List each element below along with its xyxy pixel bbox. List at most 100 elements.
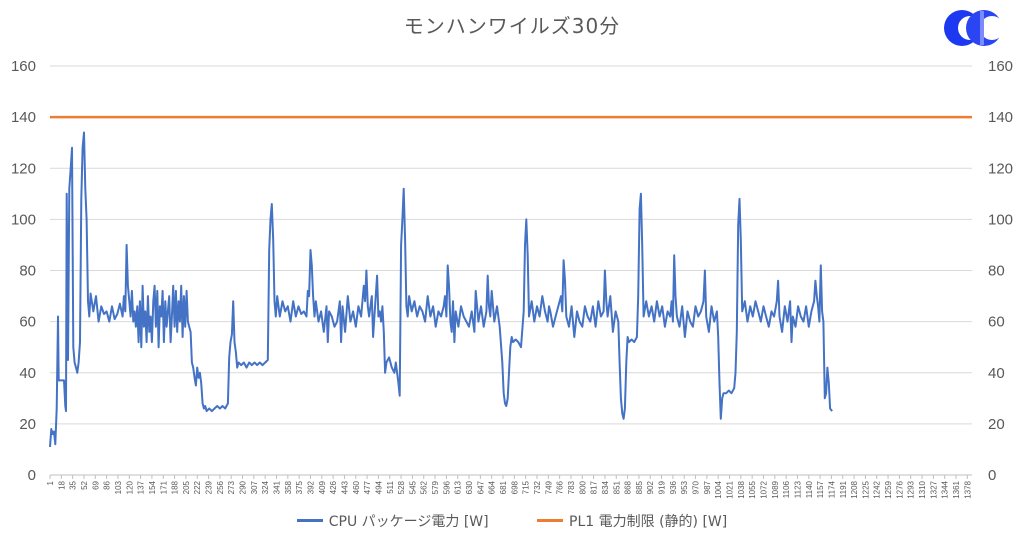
x-tick-1021: 1021 [726, 480, 735, 498]
x-tick-885: 885 [635, 480, 644, 494]
legend-label-pl1: PL1 電力制限 (静的) [W] [569, 513, 728, 530]
x-tick-1225: 1225 [861, 480, 870, 498]
x-tick-1293: 1293 [907, 480, 916, 498]
x-tick-69: 69 [91, 480, 100, 489]
x-tick-1259: 1259 [884, 480, 893, 498]
x-tick-392: 392 [306, 480, 315, 494]
x-tick-222: 222 [193, 480, 202, 494]
x-tick-290: 290 [239, 480, 248, 494]
y-tick-right-140: 140 [988, 109, 1013, 126]
x-tick-902: 902 [646, 480, 655, 494]
x-tick-766: 766 [556, 480, 565, 494]
x-tick-171: 171 [159, 480, 168, 494]
x-tick-375: 375 [295, 480, 304, 494]
legend-label-cpu: CPU パッケージ電力 [W] [328, 513, 489, 530]
y-tick-left-140: 140 [11, 109, 36, 126]
x-tick-426: 426 [329, 480, 338, 494]
y-tick-right-100: 100 [988, 211, 1013, 228]
y-tick-right-60: 60 [988, 314, 1005, 331]
x-tick-1072: 1072 [759, 480, 768, 498]
x-tick-52: 52 [80, 480, 89, 489]
x-tick-562: 562 [420, 480, 429, 494]
x-tick-494: 494 [374, 480, 383, 494]
y-tick-left-100: 100 [11, 211, 36, 228]
y-tick-left-40: 40 [19, 365, 36, 382]
x-tick-205: 205 [182, 480, 191, 494]
x-tick-1089: 1089 [771, 480, 780, 498]
x-tick-1004: 1004 [714, 480, 723, 498]
x-tick-1208: 1208 [850, 480, 859, 498]
y-tick-left-160: 160 [11, 58, 36, 75]
x-tick-1: 1 [46, 480, 55, 485]
x-tick-256: 256 [216, 480, 225, 494]
x-tick-579: 579 [431, 480, 440, 494]
x-tick-460: 460 [352, 480, 361, 494]
x-tick-987: 987 [703, 480, 712, 494]
x-tick-307: 307 [250, 480, 259, 494]
x-tick-1174: 1174 [827, 480, 836, 498]
x-tick-103: 103 [114, 480, 123, 494]
x-tick-35: 35 [69, 480, 78, 489]
x-tick-477: 477 [363, 480, 372, 494]
x-tick-154: 154 [148, 480, 157, 494]
x-tick-953: 953 [680, 480, 689, 494]
x-tick-1055: 1055 [748, 480, 757, 498]
y-tick-left-0: 0 [28, 467, 36, 484]
x-tick-800: 800 [578, 480, 587, 494]
x-tick-613: 613 [454, 480, 463, 494]
y-tick-left-80: 80 [19, 263, 36, 280]
legend: CPU パッケージ電力 [W] PL1 電力制限 (静的) [W] [0, 510, 1024, 531]
y-axis-right: 0 20 40 60 80 100 120 140 160 [988, 58, 1013, 484]
y-tick-right-120: 120 [988, 160, 1013, 177]
x-tick-698: 698 [510, 480, 519, 494]
x-tick-239: 239 [205, 480, 214, 494]
x-tick-749: 749 [544, 480, 553, 494]
x-tick-341: 341 [273, 480, 282, 494]
x-tick-868: 868 [624, 480, 633, 494]
legend-item-pl1: PL1 電力制限 (静的) [W] [537, 511, 727, 531]
x-tick-528: 528 [397, 480, 406, 494]
x-tick-545: 545 [408, 480, 417, 494]
y-tick-right-80: 80 [988, 263, 1005, 280]
x-tick-630: 630 [465, 480, 474, 494]
y-axis-left: 0 20 40 60 80 100 120 140 160 [11, 58, 36, 484]
y-tick-left-120: 120 [11, 160, 36, 177]
x-tick-358: 358 [284, 480, 293, 494]
x-tick-324: 324 [261, 480, 270, 494]
x-tick-715: 715 [522, 480, 531, 494]
y-tick-right-40: 40 [988, 365, 1005, 382]
x-tick-919: 919 [658, 480, 667, 494]
x-tick-664: 664 [488, 480, 497, 494]
x-tick-1191: 1191 [839, 480, 848, 498]
legend-swatch-pl1 [537, 519, 564, 522]
x-tick-851: 851 [612, 480, 621, 494]
x-tick-1242: 1242 [873, 480, 882, 498]
gridlines [50, 65, 972, 476]
x-tick-1310: 1310 [918, 480, 927, 498]
legend-swatch-cpu [296, 519, 323, 522]
y-tick-left-20: 20 [19, 416, 36, 433]
x-tick-86: 86 [103, 480, 112, 489]
x-tick-970: 970 [692, 480, 701, 494]
x-tick-1361: 1361 [952, 480, 961, 498]
y-tick-left-60: 60 [19, 314, 36, 331]
x-tick-817: 817 [590, 480, 599, 494]
x-tick-1327: 1327 [929, 480, 938, 498]
x-tick-1344: 1344 [941, 480, 950, 498]
x-tick-1123: 1123 [793, 480, 802, 498]
x-tick-681: 681 [499, 480, 508, 494]
x-tick-273: 273 [227, 480, 236, 494]
x-tick-188: 188 [171, 480, 180, 494]
x-axis: 1 18 35 52 69 86 103 120 137 154 171 188 205 222 239 25… [46, 475, 972, 499]
x-tick-137: 137 [137, 480, 146, 494]
x-tick-511: 511 [386, 480, 395, 493]
x-tick-1038: 1038 [737, 480, 746, 498]
x-tick-936: 936 [669, 480, 678, 494]
x-tick-1276: 1276 [895, 480, 904, 498]
x-tick-1378: 1378 [963, 480, 972, 498]
x-tick-596: 596 [442, 480, 451, 494]
brand-logo-icon [944, 10, 1004, 46]
x-tick-443: 443 [340, 480, 349, 494]
x-tick-834: 834 [601, 480, 610, 494]
